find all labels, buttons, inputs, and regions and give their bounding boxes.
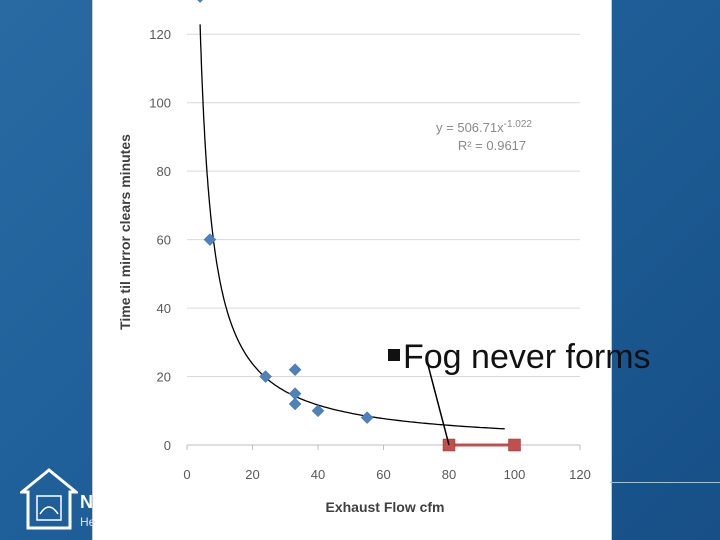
logo-text: N — [80, 492, 93, 512]
data-point — [203, 233, 217, 246]
callout-label: Fog never forms — [403, 338, 651, 376]
data-point — [311, 404, 325, 418]
trendline-equation-exponent: -1.022 — [504, 119, 533, 130]
x-tick-label: 120 — [569, 467, 591, 482]
callout-arrow — [427, 364, 450, 446]
x-tick-label: 80 — [442, 467, 456, 482]
y-tick-label: 100 — [149, 96, 171, 111]
logo-subtext: He — [80, 515, 96, 529]
x-tick-label: 60 — [376, 467, 390, 482]
data-point — [508, 438, 521, 452]
x-tick-label: 100 — [504, 467, 526, 482]
x-tick-label: 40 — [311, 467, 325, 482]
y-tick-label: 40 — [157, 301, 171, 316]
axes — [186, 444, 581, 450]
y-tick-label: 120 — [149, 27, 171, 42]
trendline-r2: R² = 0.9617 — [458, 138, 526, 153]
house-logo-icon — [20, 468, 78, 530]
x-tick-label: 0 — [183, 467, 190, 482]
bullet-icon — [388, 349, 400, 362]
data-point — [259, 370, 272, 383]
data-point — [197, 0, 204, 3]
scatter-chart: 0 20 40 60 80 100 120 0 20 40 60 80 100 120 y = 506.7… — [117, 0, 591, 515]
tick-labels: 0 20 40 60 80 100 120 0 20 40 60 80 100 120 — [149, 27, 591, 482]
data-points — [197, 0, 521, 452]
trendline-equation-base: y = 506.71x — [436, 120, 504, 135]
divider — [610, 482, 720, 483]
chart-panel: 0 20 40 60 80 100 120 0 20 40 60 80 100 120 y = 506.7… — [92, 0, 612, 540]
y-axis-title: Time til mirror clears minutes — [117, 134, 133, 330]
y-tick-label: 0 — [164, 438, 171, 453]
x-axis-title: Exhaust Flow cfm — [325, 499, 444, 515]
gridlines — [187, 33, 580, 378]
x-tick-label: 20 — [245, 467, 259, 482]
y-tick-label: 80 — [157, 164, 171, 179]
y-tick-label: 20 — [157, 370, 171, 385]
data-point — [288, 397, 302, 411]
data-point — [360, 411, 374, 424]
data-point — [288, 363, 302, 377]
trendline — [199, 24, 505, 430]
y-tick-label: 60 — [157, 233, 171, 248]
callout-text: Fog never forms — [388, 338, 651, 377]
trendline-equation: y = 506.71x-1.022 — [436, 119, 532, 135]
